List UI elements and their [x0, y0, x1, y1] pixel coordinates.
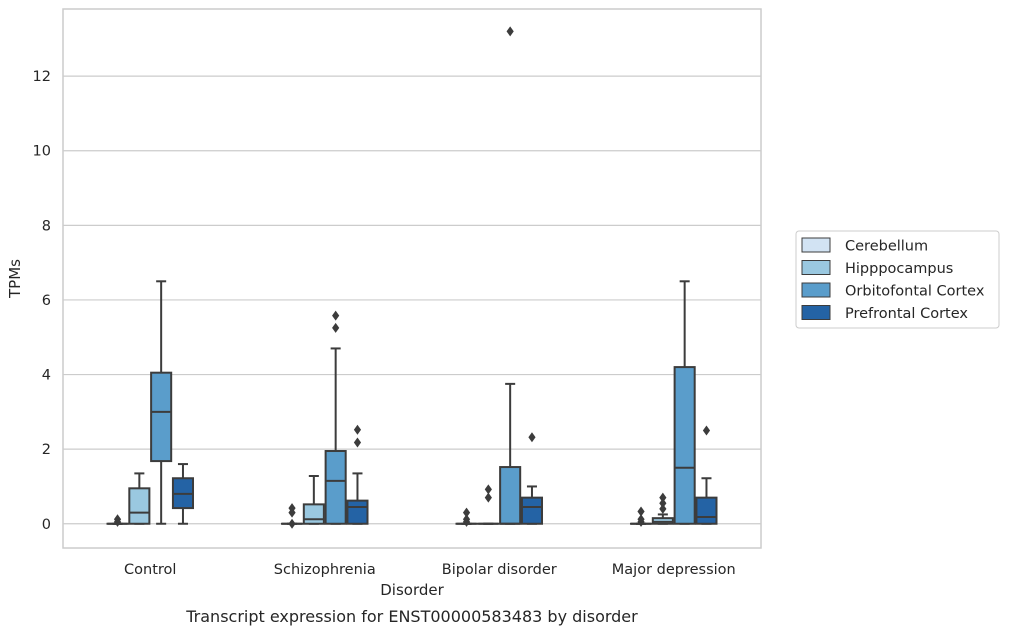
legend-label: Orbitofontal Cortex: [845, 284, 985, 300]
box-1-2: [324, 310, 347, 525]
y-tick-label: 4: [42, 368, 51, 384]
legend-label: Cerebellum: [845, 239, 928, 255]
y-tick-label: 8: [42, 218, 51, 234]
outlier-marker: [659, 492, 667, 503]
legend-frame: [795, 230, 1000, 329]
legend-swatch: [801, 282, 831, 298]
outlier-marker: [288, 503, 296, 514]
y-tick-labels: 0 2 4 6 8 10 12: [33, 69, 51, 533]
y-tick-label: 10: [33, 144, 51, 160]
box-3-0: [629, 506, 653, 527]
outlier-marker: [462, 514, 471, 525]
outlier-marker: [113, 514, 122, 525]
x-tick-label: Major depression: [612, 562, 736, 578]
iqr-box: [128, 487, 151, 525]
box-0-2: [150, 280, 173, 525]
box-3-2: [673, 280, 696, 525]
legend-label: Hipppocampus: [845, 261, 953, 277]
outlier-marker: [462, 507, 471, 518]
box-0-1: [128, 472, 151, 525]
box-3-3: [695, 425, 718, 525]
outlier-marker: [506, 26, 514, 37]
box-2-1: [477, 484, 500, 525]
outlier-marker: [353, 437, 362, 448]
y-tick-label: 0: [42, 517, 51, 533]
box-1-1: [302, 475, 325, 525]
box-1-0: [280, 503, 304, 529]
outlier-marker: [637, 514, 645, 525]
legend: Cerebellum Hipppocampus Orbitofontal Corte…: [795, 230, 1000, 329]
outlier-marker: [659, 498, 667, 509]
outlier-marker: [353, 424, 362, 435]
iqr-box: [499, 466, 522, 525]
outlier-marker: [332, 322, 340, 333]
x-tick-label: Bipolar disorder: [442, 562, 557, 578]
legend-label: Prefrontal Cortex: [845, 306, 968, 322]
outlier-marker: [528, 432, 536, 443]
x-tick-label: Control: [124, 562, 176, 578]
box-groups: [106, 26, 718, 529]
box-0-0: [106, 514, 129, 527]
iqr-box: [324, 450, 347, 525]
iqr-box: [302, 503, 325, 525]
box-3-1: [651, 492, 674, 525]
outlier-marker: [659, 503, 667, 514]
y-tick-label: 12: [33, 69, 51, 85]
iqr-box: [673, 366, 696, 525]
grid-lines: [63, 75, 761, 525]
box-1-3: [346, 424, 369, 525]
x-tick-label: Schizophrenia: [274, 562, 376, 578]
y-tick-label: 2: [42, 442, 51, 458]
box-2-3: [520, 432, 544, 525]
iqr-box: [695, 496, 718, 525]
outlier-marker: [702, 425, 711, 436]
plot-area-frame: [62, 8, 762, 549]
outlier-marker: [332, 310, 340, 321]
legend-swatch: [801, 260, 831, 275]
box-2-0: [455, 507, 478, 527]
y-tick-label: 6: [42, 293, 51, 309]
x-tick-labels: Control Schizophrenia Bipolar disorder Majo…: [124, 562, 736, 578]
outlier-marker: [288, 518, 296, 529]
iqr-box: [346, 499, 369, 525]
chart-caption: Transcript expression for ENST0000058348…: [185, 607, 638, 626]
outlier-marker: [484, 492, 492, 503]
box-0-3: [171, 463, 195, 525]
legend-swatch: [801, 305, 831, 320]
outlier-marker: [637, 506, 645, 517]
x-axis-label: Disorder: [380, 581, 444, 599]
iqr-box: [520, 496, 544, 525]
iqr-box: [150, 371, 173, 463]
box-2-2: [499, 26, 522, 525]
outlier-marker: [484, 484, 492, 495]
y-axis-label: TPMs: [6, 259, 24, 299]
legend-swatch: [801, 237, 831, 253]
